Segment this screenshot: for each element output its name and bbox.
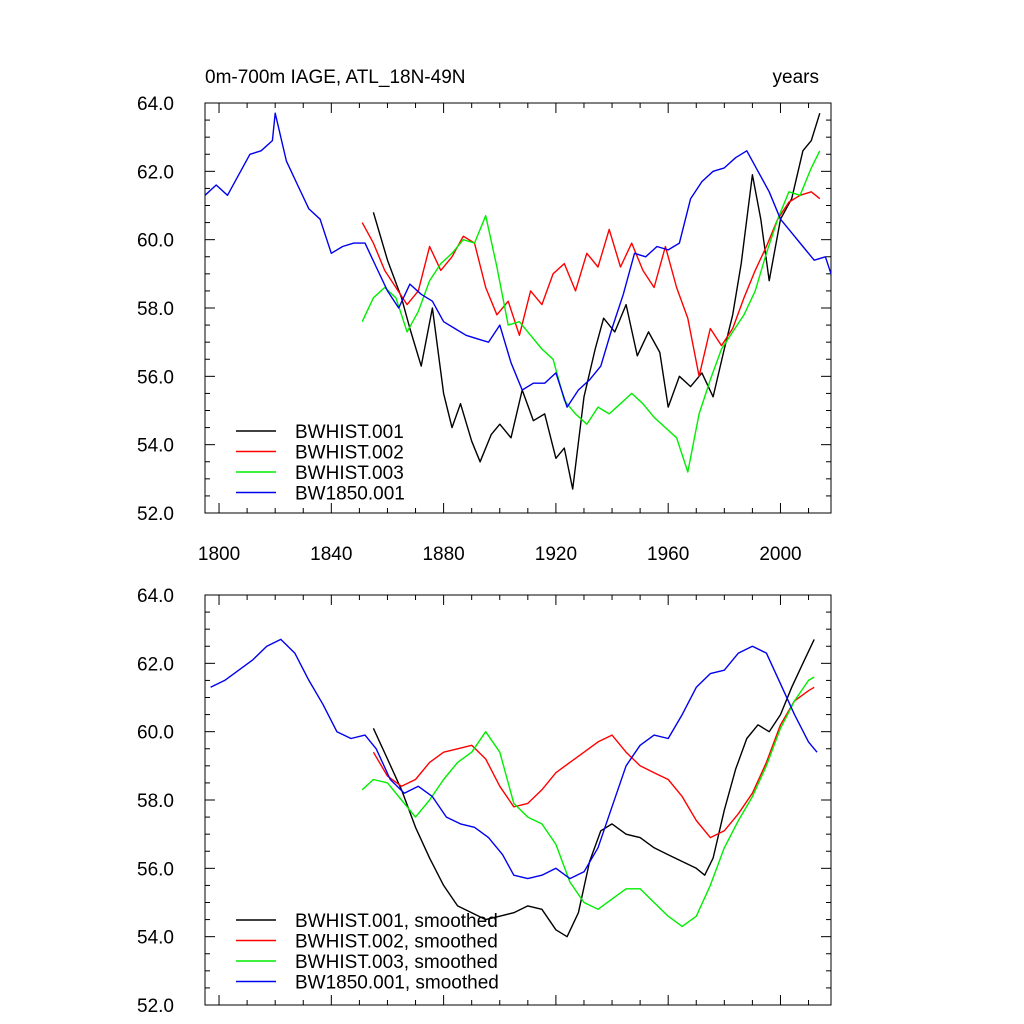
bottom-plot-area: 52.0 54.0 56.0 58.0 60.0 62.0 64.0 BWHIST.001, … [137, 586, 832, 1017]
top-legend-label: BWHIST.001 [295, 422, 404, 443]
bottom-series-line-2 [372, 686, 815, 839]
top-legend-label: BWHIST.002 [295, 443, 404, 464]
top-y-tick-label: 54.0 [137, 436, 174, 457]
top-y-tick-label: 52.0 [137, 504, 174, 525]
top-y-tick-label: 60.0 [137, 231, 174, 252]
bottom-legend-label: BWHIST.003, smoothed [295, 952, 498, 973]
bottom-y-tick-label: 58.0 [137, 791, 174, 812]
top-x-tick-label: 1800 [198, 544, 240, 565]
top-series-line-1 [372, 112, 821, 490]
top-legend-label: BW1850.001 [295, 484, 405, 505]
top-x-tick-label: 1840 [310, 544, 352, 565]
bottom-legend-label: BWHIST.002, smoothed [295, 932, 498, 953]
bottom-y-tick-label: 54.0 [137, 928, 174, 949]
bottom-y-tick-label: 62.0 [137, 654, 174, 675]
top-x-tick-label: 2000 [759, 544, 801, 565]
bottom-legend-label: BW1850.001, smoothed [295, 973, 499, 994]
bottom-y-tick-label: 56.0 [137, 859, 174, 880]
top-chart-units: years [773, 67, 819, 88]
top-plot-area: 52.0 54.0 56.0 58.0 60.0 62.0 64.0 1800 1840 1880… [137, 94, 832, 565]
bottom-y-tick-label: 60.0 [137, 723, 174, 744]
top-series-line-4 [204, 112, 832, 408]
bottom-series-line-4 [210, 638, 818, 880]
top-series-line-2 [361, 191, 821, 377]
bottom-y-tick-label: 52.0 [137, 996, 174, 1017]
top-y-tick-label: 62.0 [137, 162, 174, 183]
top-chart-title: 0m-700m IAGE, ATL_18N-49N [205, 67, 465, 88]
top-x-tick-label: 1960 [647, 544, 689, 565]
top-x-tick-label: 1880 [422, 544, 464, 565]
top-legend-label: BWHIST.003 [295, 463, 404, 484]
bottom-series-line-1 [372, 639, 815, 938]
top-y-tick-label: 56.0 [137, 367, 174, 388]
top-x-tick-label: 1920 [535, 544, 577, 565]
top-y-tick-label: 58.0 [137, 299, 174, 320]
top-series-line-3 [361, 150, 821, 473]
bottom-series-line-3 [361, 676, 815, 928]
bottom-legend-label: BWHIST.001, smoothed [295, 911, 498, 932]
bottom-y-tick-label: 64.0 [137, 586, 174, 607]
top-y-tick-label: 64.0 [137, 94, 174, 115]
